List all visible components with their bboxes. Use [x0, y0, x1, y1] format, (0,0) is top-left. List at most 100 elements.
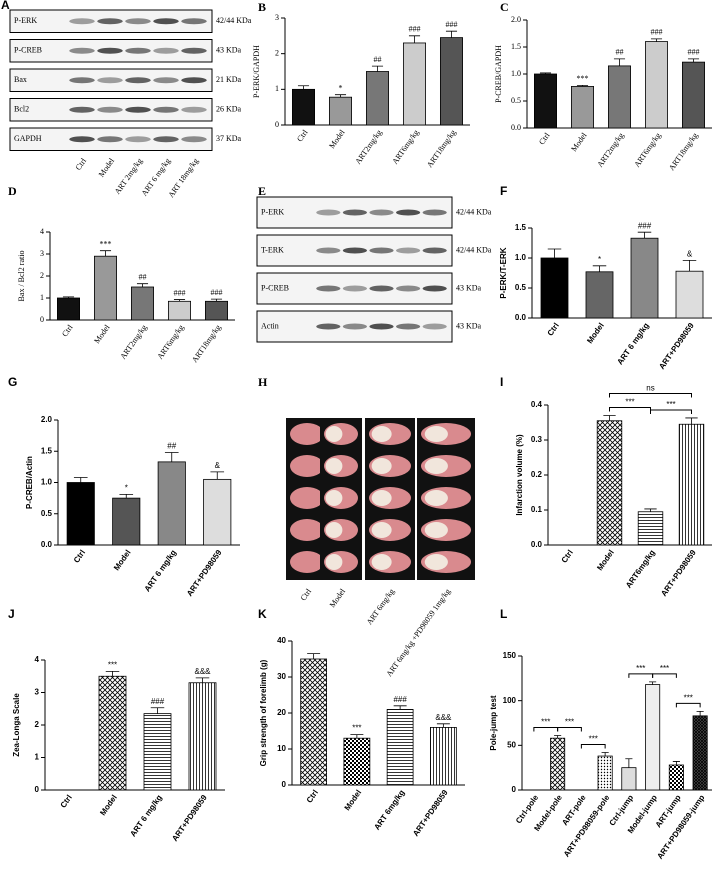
bar — [637, 511, 664, 546]
size-label: 43 KDa — [216, 46, 242, 55]
bar — [692, 715, 708, 791]
x-tick-label: ART+PD98059 — [170, 793, 209, 843]
band — [342, 209, 367, 216]
error-bar — [601, 752, 609, 757]
x-tick-label: ART2mg/kg — [595, 131, 625, 169]
significance-label: *** — [352, 724, 361, 733]
infarct — [325, 554, 343, 570]
bracket — [533, 727, 559, 732]
blot-strip — [9, 68, 213, 92]
band — [97, 77, 123, 84]
band — [316, 247, 341, 254]
bracket-label: *** — [589, 735, 598, 744]
size-label: 37 KDa — [216, 134, 242, 143]
bar — [365, 71, 389, 126]
bar — [402, 42, 426, 126]
significance-label: ### — [446, 20, 458, 29]
significance-label: * — [125, 483, 128, 492]
band — [181, 47, 207, 54]
band — [69, 47, 95, 54]
x-tick-label: Model — [569, 130, 589, 153]
infarct — [371, 458, 392, 474]
bar-chart: K 0 10 20 30 40 Grip strength of forelimb (g) C… — [258, 607, 465, 838]
bracket — [580, 743, 606, 749]
bar — [98, 675, 127, 791]
significance-label: ### — [151, 697, 165, 706]
error-bar — [687, 58, 700, 63]
x-tick-label: ART 6 mg/kg — [143, 548, 178, 593]
infarct — [371, 426, 392, 442]
bar — [300, 658, 327, 786]
x-tick-label: Model — [327, 127, 347, 150]
error-bar — [547, 248, 562, 258]
bar — [439, 37, 463, 126]
x-tick-label: ART6mg/kg — [155, 323, 185, 361]
error-bar — [625, 758, 633, 768]
y-axis-label: Infarction volume (%) — [515, 434, 524, 516]
band — [153, 77, 179, 84]
band — [369, 247, 394, 254]
bracket-label: *** — [684, 693, 693, 702]
x-tick-label: Ctrl — [546, 321, 561, 337]
panel-label: A — [1, 0, 10, 12]
lane-label: ART 6mg/kg — [365, 587, 396, 626]
bar-chart: J 0 1 2 3 4 Zea-Longa Scale Ctrl *** Model ### ART … — [8, 607, 225, 843]
x-tick-label: ART 6 mg/kg — [615, 321, 650, 366]
y-tick-label: 30 — [277, 672, 286, 681]
significance-label: *** — [100, 240, 112, 249]
significance-label: & — [215, 461, 221, 470]
band — [97, 18, 123, 25]
significance-label: *** — [108, 660, 117, 669]
error-bar — [173, 299, 186, 302]
x-tick-label: Ctrl — [60, 322, 75, 338]
band — [422, 323, 447, 330]
bar-chart: F 0.0 0.5 1.0 1.5 P-ERK/T-ERK Ctrl * Model ### ART… — [499, 184, 712, 371]
band — [369, 323, 394, 330]
bracket-label: *** — [666, 400, 675, 409]
x-tick-label: Model — [595, 548, 616, 572]
y-tick-label: 1 — [275, 84, 279, 93]
bar — [678, 423, 705, 546]
y-tick-label: 0 — [40, 315, 44, 324]
significance-label: & — [687, 250, 693, 259]
x-tick-label: Model — [112, 548, 133, 572]
brain-slice — [290, 551, 324, 573]
error-bar — [307, 653, 321, 659]
lane-label: Ctrl — [74, 156, 89, 172]
y-tick-label: 0.0 — [515, 313, 527, 322]
x-tick-label: ART 6 mg/kg — [128, 793, 163, 838]
error-bar — [644, 508, 657, 512]
size-label: 21 KDa — [216, 75, 242, 84]
bar-chart: B 0 1 2 3 P-ERK/GAPDH Ctrl * Model ## ART2mg/kg ###… — [252, 0, 470, 169]
bar — [675, 270, 704, 319]
bar-chart: G 0.0 0.5 1.0 1.5 2.0 P-CREB/Actin Ctrl * Model ##… — [8, 375, 240, 598]
error-bar — [393, 705, 407, 710]
y-tick-label: 1.5 — [41, 446, 53, 455]
band — [422, 285, 447, 292]
y-tick-label: 2.0 — [41, 415, 53, 424]
band — [69, 18, 95, 25]
infarct — [371, 522, 392, 538]
western-blot: E P-ERK 42/44 KDa T-ERK 42/44 KDa P-CREB 43 KD… — [256, 184, 492, 343]
x-tick-label: Ctrl — [560, 548, 575, 564]
error-bar — [195, 677, 210, 683]
band — [422, 247, 447, 254]
significance-label: * — [598, 255, 601, 264]
y-tick-label: 0 — [35, 785, 40, 794]
error-bar — [445, 30, 458, 38]
y-tick-label: 1 — [40, 293, 44, 302]
panel-label: I — [500, 375, 503, 389]
bar — [157, 461, 186, 546]
bracket — [650, 409, 692, 414]
size-label: 42/44 KDa — [216, 16, 252, 25]
band — [69, 136, 95, 143]
band — [125, 47, 151, 54]
significance-label: ### — [393, 695, 407, 704]
bracket-label: ns — [646, 384, 654, 393]
x-tick-label: Ctrl — [537, 130, 552, 146]
error-bar — [672, 761, 680, 765]
significance-label: &&& — [194, 667, 211, 676]
